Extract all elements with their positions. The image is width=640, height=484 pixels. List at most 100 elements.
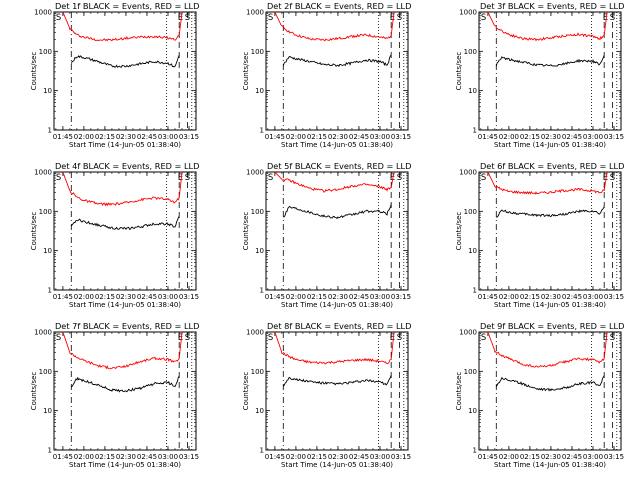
lld-series-line: [62, 331, 183, 370]
y-axis-label: Counts/sec: [30, 212, 38, 251]
y-axis-label: Counts/sec: [455, 212, 463, 251]
marker-letter: E: [603, 13, 608, 23]
marker-letter: S: [56, 333, 61, 343]
x-tick-label: 01:45: [53, 293, 73, 301]
x-tick-label: 02:45: [562, 293, 582, 301]
x-tick-label: 02:30: [541, 293, 561, 301]
panel-title: Det 3f BLACK = Events, RED = LLD: [480, 1, 624, 11]
x-tick-label: 02:00: [286, 293, 306, 301]
x-tick-label: 03:15: [604, 453, 624, 461]
x-tick-label: 03:00: [370, 293, 390, 301]
marker-letter: S: [268, 13, 273, 23]
y-tick-label: 1000: [246, 329, 264, 337]
y-tick-label: 1000: [34, 329, 52, 337]
lld-series-line: [487, 331, 608, 368]
lld-series-line: [487, 171, 608, 195]
y-axis-label: Counts/sec: [242, 372, 250, 411]
x-axis-label: Start Time (14-Jun-05 01:38:40): [281, 301, 393, 309]
x-tick-label: 01:45: [265, 133, 285, 141]
x-axis-label: Start Time (14-Jun-05 01:38:40): [494, 461, 606, 469]
plot-frame: [478, 331, 622, 451]
x-tick-label: 02:45: [349, 453, 369, 461]
x-tick-label: 02:15: [95, 453, 115, 461]
y-tick-label: 100: [464, 368, 477, 376]
panel-det-9: Det 9f BLACK = Events, RED = LLD 1 10 100 10…: [455, 321, 624, 469]
y-tick-label: 10: [43, 87, 52, 95]
panel-title: Det 4f BLACK = Events, RED = LLD: [55, 161, 199, 171]
x-axis-label: Start Time (14-Jun-05 01:38:40): [494, 141, 606, 149]
x-tick-label: 03:15: [391, 293, 411, 301]
panel-title: Det 6f BLACK = Events, RED = LLD: [480, 161, 624, 171]
x-tick-label: 03:00: [158, 133, 178, 141]
x-tick-label: 03:00: [158, 293, 178, 301]
x-axis-label: Start Time (14-Jun-05 01:38:40): [69, 141, 181, 149]
x-tick-label: 02:15: [95, 293, 115, 301]
lld-series-line: [274, 11, 395, 42]
x-tick-label: 02:45: [562, 453, 582, 461]
panel-det-8: Det 8f BLACK = Events, RED = LLD 1 10 100 10…: [242, 321, 411, 469]
y-tick-label: 1: [473, 287, 477, 295]
y-axis-label: Counts/sec: [242, 212, 250, 251]
events-series-line: [282, 374, 392, 387]
x-tick-label: 02:00: [74, 453, 94, 461]
x-tick-label: 03:15: [179, 133, 199, 141]
y-tick-label: 100: [251, 208, 264, 216]
x-tick-label: 02:45: [137, 293, 157, 301]
x-tick-label: 01:45: [53, 133, 73, 141]
y-tick-label: 100: [464, 48, 477, 56]
marker-letter: S: [610, 333, 615, 343]
y-axis-label: Counts/sec: [30, 372, 38, 411]
x-tick-label: 01:45: [478, 293, 498, 301]
panel-det-1: Det 1f BLACK = Events, RED = LLD 1 10 100 10…: [30, 1, 199, 149]
x-tick-label: 02:15: [307, 293, 327, 301]
x-tick-label: 01:45: [478, 133, 498, 141]
x-tick-label: 02:00: [74, 133, 94, 141]
plot-frame: [265, 331, 409, 451]
x-tick-label: 02:15: [307, 453, 327, 461]
x-tick-label: 03:00: [370, 133, 390, 141]
y-tick-label: 100: [39, 368, 52, 376]
marker-letter: E: [178, 333, 183, 343]
x-tick-label: 02:45: [349, 133, 369, 141]
events-series-line: [71, 375, 180, 393]
y-tick-label: 1000: [34, 169, 52, 177]
x-axis-label: Start Time (14-Jun-05 01:38:40): [494, 301, 606, 309]
x-tick-label: 02:00: [74, 293, 94, 301]
panel-det-5: Det 5f BLACK = Events, RED = LLD 1 10 100 10…: [242, 161, 411, 309]
y-tick-label: 10: [43, 407, 52, 415]
marker-letter: E: [603, 173, 608, 183]
y-tick-label: 10: [255, 87, 264, 95]
events-series-line: [70, 54, 180, 68]
panel-title: Det 1f BLACK = Events, RED = LLD: [55, 1, 199, 11]
panel-title: Det 2f BLACK = Events, RED = LLD: [267, 1, 411, 11]
x-tick-label: 02:45: [349, 293, 369, 301]
marker-letter: S: [185, 333, 190, 343]
marker-letter: E: [390, 173, 395, 183]
x-tick-label: 03:00: [583, 453, 603, 461]
lld-series-line: [274, 331, 395, 365]
x-tick-label: 03:00: [370, 453, 390, 461]
marker-letter: S: [185, 13, 190, 23]
marker-letter: S: [481, 13, 486, 23]
x-tick-label: 02:45: [562, 133, 582, 141]
x-axis-label: Start Time (14-Jun-05 01:38:40): [281, 461, 393, 469]
y-tick-label: 10: [43, 247, 52, 255]
x-tick-label: 02:15: [520, 453, 540, 461]
x-tick-label: 03:15: [179, 293, 199, 301]
y-tick-label: 10: [468, 87, 477, 95]
y-tick-label: 1: [48, 447, 52, 455]
x-axis-label: Start Time (14-Jun-05 01:38:40): [281, 141, 393, 149]
marker-letter: S: [397, 333, 402, 343]
y-axis-label: Counts/sec: [242, 52, 250, 91]
marker-letter: S: [481, 333, 486, 343]
lld-series-line: [62, 171, 183, 207]
plot-frame: [53, 331, 197, 451]
x-tick-label: 02:30: [541, 453, 561, 461]
marker-letter: S: [185, 173, 190, 183]
plot-frame: [53, 171, 197, 291]
marker-letter: E: [178, 173, 183, 183]
y-tick-label: 10: [468, 247, 477, 255]
x-tick-label: 02:30: [116, 133, 136, 141]
x-tick-label: 03:15: [604, 293, 624, 301]
